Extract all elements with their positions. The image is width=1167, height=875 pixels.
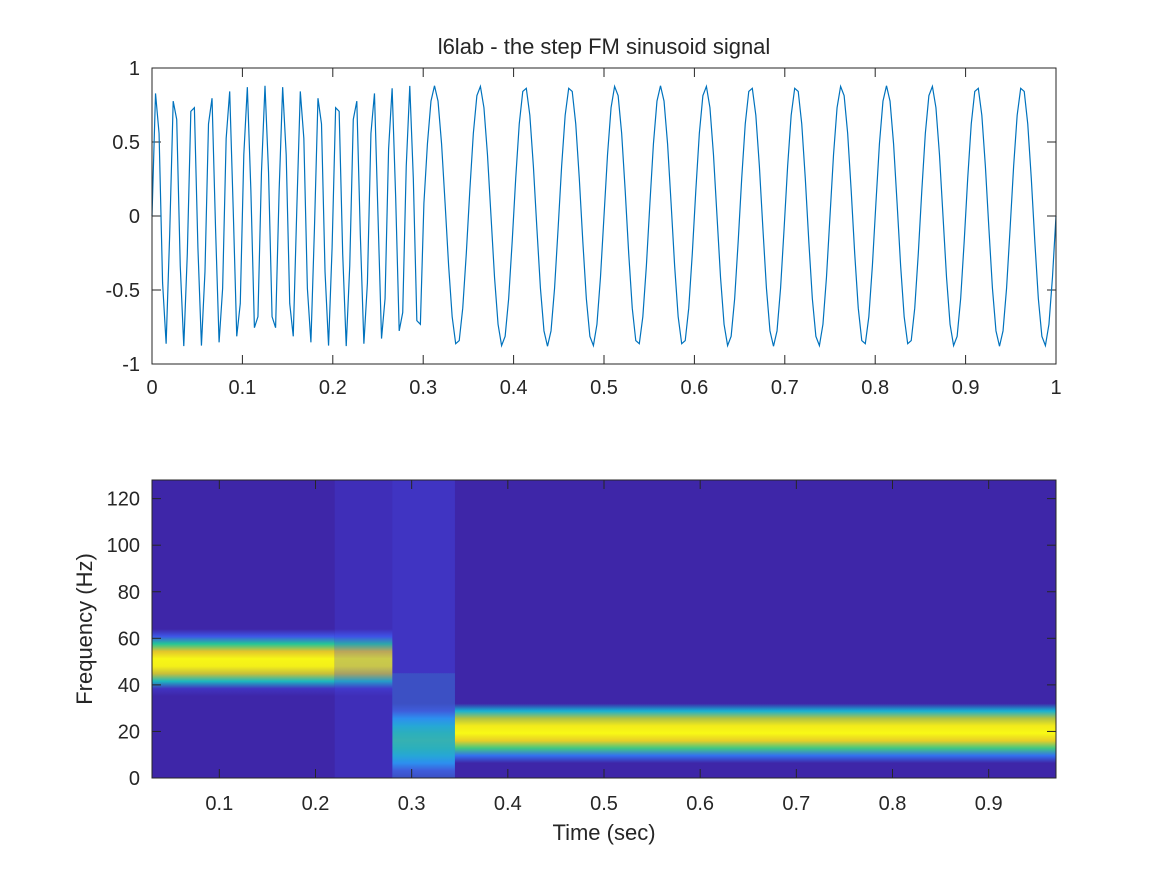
signal-axes-box xyxy=(151,67,1057,365)
signal-x-tick-label: 0.8 xyxy=(861,377,889,399)
spectrogram-ticks: 0.1 0.2 0.3 0.4 0.5 0.6 0.7 0.8 0.9 120 100 80 60 40 2… xyxy=(107,480,1056,815)
signal-y-tick-label: 0.5 xyxy=(112,132,140,154)
spectrogram-x-tick-label: 0.1 xyxy=(205,793,233,815)
spectrogram-x-tick-label: 0.2 xyxy=(302,793,330,815)
spectrogram-y-tick-label: 100 xyxy=(107,535,140,557)
spectrogram-y-tick-label: 20 xyxy=(118,721,140,743)
spectrogram-y-tick-label: 60 xyxy=(118,628,140,650)
signal-axes: l6lab - the step FM sinusoid signal 0 0.1… xyxy=(106,34,1062,399)
signal-x-tick-label: 0 xyxy=(146,377,157,399)
spectrogram-band-50hz-late xyxy=(334,480,393,778)
signal-x-tick-label: 0.9 xyxy=(952,377,980,399)
spectrogram-x-tick-label: 0.8 xyxy=(879,793,907,815)
spectrogram-leakage-column xyxy=(334,480,393,778)
spectrogram-x-tick-label: 0.5 xyxy=(590,793,618,815)
spectrogram-band-50hz xyxy=(152,480,335,778)
signal-x-tick-label: 0.1 xyxy=(228,377,256,399)
spectrogram-x-tick-label: 0.9 xyxy=(975,793,1003,815)
spectrogram-y-tick-label: 40 xyxy=(118,675,140,697)
signal-y-tick-label: 1 xyxy=(129,58,140,80)
signal-y-tick-label: -0.5 xyxy=(106,280,140,302)
signal-y-tick-label: 0 xyxy=(129,206,140,228)
spectrogram-transition-peak xyxy=(392,480,455,778)
signal-x-tick-label: 0.2 xyxy=(319,377,347,399)
signal-ticks: 0 0.1 0.2 0.3 0.4 0.5 0.6 0.7 0.8 0.9 1 1 0.5 0 -0.5 -1 xyxy=(106,58,1062,399)
signal-title: l6lab - the step FM sinusoid signal xyxy=(438,34,771,59)
spectrogram-x-tick-label: 0.6 xyxy=(686,793,714,815)
spectrogram-x-tick-label: 0.4 xyxy=(494,793,522,815)
signal-x-tick-label: 0.5 xyxy=(590,377,618,399)
signal-x-tick-label: 0.6 xyxy=(680,377,708,399)
spectrogram-axes-box xyxy=(151,479,1057,779)
signal-series-line xyxy=(151,84,1057,348)
spectrogram-y-axis-label: Frequency (Hz) xyxy=(72,553,97,705)
signal-x-tick-label: 0.4 xyxy=(500,377,528,399)
spectrogram-x-tick-label: 0.7 xyxy=(782,793,810,815)
spectrogram-y-tick-label: 80 xyxy=(118,582,140,604)
signal-x-tick-label: 1 xyxy=(1050,377,1061,399)
spectrogram-image xyxy=(152,480,1056,778)
signal-x-tick-label: 0.7 xyxy=(771,377,799,399)
spectrogram-y-tick-label: 120 xyxy=(107,489,140,511)
spectrogram-axes: 0.1 0.2 0.3 0.4 0.5 0.6 0.7 0.8 0.9 120 100 80 60 40 2… xyxy=(72,479,1057,845)
spectrogram-x-tick-label: 0.3 xyxy=(398,793,426,815)
spectrogram-x-axis-label: Time (sec) xyxy=(552,820,655,845)
signal-y-tick-label: -1 xyxy=(122,354,140,376)
spectrogram-y-tick-label: 0 xyxy=(129,768,140,790)
spectrogram-band-20hz xyxy=(454,480,1056,778)
signal-x-tick-label: 0.3 xyxy=(409,377,437,399)
